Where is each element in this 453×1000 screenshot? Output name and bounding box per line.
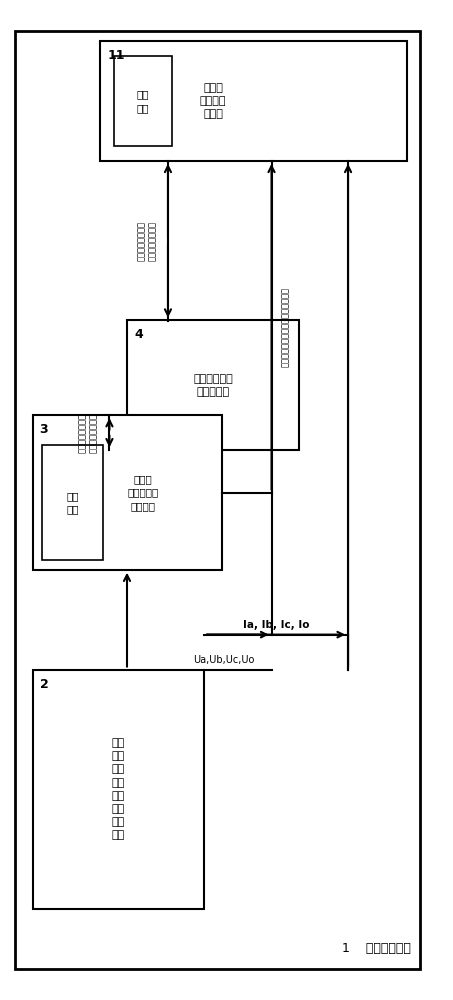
Text: 符合特定低层标准通信规约的数据流: 符合特定低层标准通信规约的数据流 bbox=[280, 287, 289, 367]
Text: 可输
出各
种测
试波
形的
三相
交流
电源: 可输 出各 种测 试波 形的 三相 交流 电源 bbox=[112, 738, 125, 840]
Bar bbox=[33, 670, 204, 909]
Text: Ua,Ub,Uc,Uo: Ua,Ub,Uc,Uo bbox=[193, 655, 255, 665]
Text: 模数式
标准电能质
量分析义: 模数式 标准电能质 量分析义 bbox=[128, 474, 159, 511]
Text: 11: 11 bbox=[107, 49, 125, 62]
Text: Ia, Ib, Ic, Io: Ia, Ib, Ic, Io bbox=[243, 620, 309, 630]
Text: 数字式
电能质量
分析义: 数字式 电能质量 分析义 bbox=[200, 83, 226, 119]
Text: 符合特定高层标准
通信规约的数据流: 符合特定高层标准 通信规约的数据流 bbox=[78, 413, 98, 453]
Text: 4: 4 bbox=[134, 328, 143, 341]
Bar bbox=[101, 41, 407, 161]
Bar bbox=[42, 445, 103, 560]
Text: 1    新型检定装置: 1 新型检定装置 bbox=[342, 942, 411, 955]
Text: 符合特定高层标准
通信规约的数据流: 符合特定高层标准 通信规约的数据流 bbox=[137, 221, 157, 261]
Text: 显示
面板: 显示 面板 bbox=[66, 491, 78, 514]
Bar bbox=[127, 320, 299, 450]
Bar bbox=[33, 415, 222, 570]
Text: 3: 3 bbox=[40, 423, 48, 436]
Bar bbox=[114, 56, 173, 146]
Text: 电能质量参数
误差比较器: 电能质量参数 误差比较器 bbox=[193, 374, 233, 397]
Text: 显示
面板: 显示 面板 bbox=[137, 90, 149, 113]
Text: 2: 2 bbox=[40, 678, 48, 691]
